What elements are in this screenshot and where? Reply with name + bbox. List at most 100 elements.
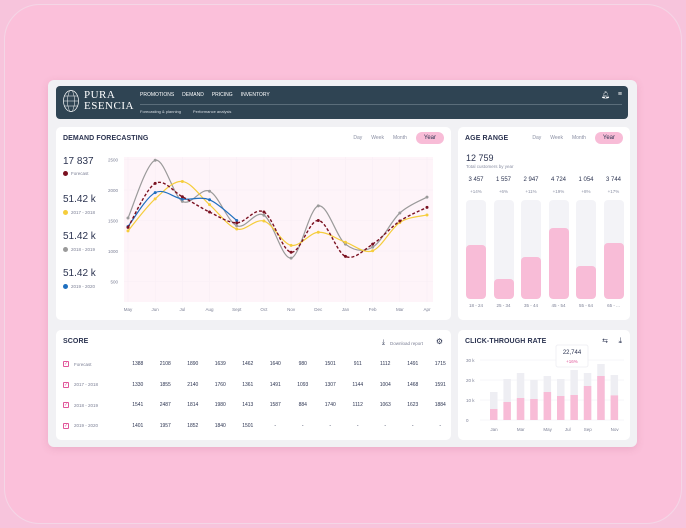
download-icon[interactable]: ⤓	[618, 336, 622, 345]
age-group-column[interactable]: 1 557 +6% 25 - 34	[493, 177, 514, 308]
legend-label: 2018 - 2019	[71, 247, 96, 252]
age-group-column[interactable]: 1 054 +8% 55 - 64	[576, 177, 596, 308]
score-cell: 2487	[159, 402, 171, 408]
age-change: +14%	[470, 189, 482, 194]
legend-2019[interactable]: 2019 - 2020	[63, 284, 95, 289]
tab-year[interactable]: Year	[594, 132, 623, 144]
x-tick-label: May	[543, 427, 552, 432]
x-tick-label: Sep	[584, 427, 593, 432]
age-change: +11%	[525, 189, 537, 194]
data-point	[262, 213, 266, 217]
age-bar-track	[603, 200, 624, 299]
score-cell: 1468	[407, 381, 419, 388]
data-point	[126, 216, 130, 220]
data-point	[180, 197, 184, 201]
data-point	[208, 189, 212, 193]
tab-week[interactable]: Week	[371, 135, 384, 141]
gear-icon[interactable]: ⚙	[435, 337, 443, 346]
panel-title: SCORE	[63, 338, 89, 345]
data-point	[208, 210, 212, 214]
download-report-button[interactable]: ⤓ Download report	[382, 339, 423, 347]
score-cell: 1587	[269, 402, 281, 408]
subnav-forecasting[interactable]: Forecasting & planning	[140, 109, 181, 114]
x-tick-label: Jan	[490, 427, 498, 432]
score-cell: 1541	[132, 402, 144, 408]
age-group-column[interactable]: 3 457 +14% 18 - 24	[466, 177, 486, 308]
data-point	[425, 195, 429, 199]
bar-value	[583, 386, 592, 420]
age-bar-fill	[521, 257, 541, 299]
sliders-icon[interactable]: ⇆	[602, 338, 608, 345]
x-tick-label: Nov	[287, 307, 296, 312]
y-tick-label: 2000	[108, 188, 119, 193]
tab-month[interactable]: Month	[392, 135, 407, 141]
nav-pricing[interactable]: PRICING	[211, 92, 233, 98]
legend-dot	[63, 210, 68, 215]
y-tick-label: 1000	[108, 249, 119, 254]
row-checkbox[interactable]: ✓	[63, 422, 69, 429]
tab-year[interactable]: Year	[415, 132, 444, 144]
row-checkbox[interactable]: ✓	[63, 381, 69, 388]
score-cell: 1413	[242, 402, 254, 408]
score-cell: 2140	[187, 381, 199, 388]
legend-2017[interactable]: 2017 - 2018	[63, 210, 95, 215]
legend-forecast[interactable]: Forecast	[63, 171, 89, 176]
score-cell: -	[274, 422, 277, 429]
y-tick-label: 2500	[108, 158, 119, 163]
tab-day[interactable]: Day	[353, 135, 363, 141]
score-cell: 1112	[380, 361, 391, 367]
score-row: ✓ 2019 - 2020 1401 1957 1852 1840 1501 - - - - - - -	[63, 422, 454, 429]
age-label: 18 - 24	[468, 303, 483, 308]
score-cell: 1855	[159, 381, 171, 388]
nav-promotions[interactable]: PROMOTIONS	[140, 92, 175, 98]
data-point	[289, 243, 293, 247]
tooltip-change: +16%	[566, 359, 578, 364]
age-change: +19%	[552, 189, 565, 194]
data-point	[153, 197, 157, 201]
age-group-column[interactable]: 2 947 +11% 35 - 44	[521, 177, 541, 308]
score-cell: 1388	[132, 361, 144, 367]
age-value: 4 724	[550, 177, 566, 183]
age-bar-track	[548, 200, 569, 299]
bar-total	[516, 373, 525, 420]
brand-line1: PURA	[84, 89, 116, 101]
score-cell: 1462	[242, 361, 254, 367]
ctr-bar-chart: 0 10 k 20 k 30 k Jan Mar May Jul Sep Nov 22,744 +16…	[466, 344, 624, 432]
score-cell: 1814	[187, 402, 199, 408]
score-cell: 884	[298, 402, 307, 408]
nav-demand[interactable]: DEMAND	[182, 92, 204, 98]
legend-dot	[63, 247, 68, 252]
data-point	[316, 230, 320, 234]
nav-inventory[interactable]: INVENTORY	[240, 92, 270, 98]
tab-month[interactable]: Month	[571, 135, 586, 141]
tab-day[interactable]: Day	[532, 135, 542, 141]
age-change: +8%	[581, 189, 591, 194]
stat-value: 17 837	[63, 156, 94, 167]
age-bar-fill	[548, 227, 569, 299]
age-bar-track	[576, 200, 596, 299]
row-label: 2017 - 2018	[74, 382, 99, 387]
bar-total	[503, 379, 511, 420]
legend-label: 2017 - 2018	[71, 210, 96, 215]
bell-icon[interactable]: 🔔︎	[601, 92, 610, 99]
score-cell: 1760	[214, 381, 226, 388]
score-cell: 1980	[214, 402, 226, 408]
tab-week[interactable]: Week	[550, 135, 563, 141]
series-line-Forecast	[127, 181, 428, 258]
age-group-column[interactable]: 3 744 +17% 65 - ...	[603, 177, 624, 308]
demand-line-chart: May Jun Jul Aug Sept Oct Nov Dec Jan Feb Mar Apr 500…	[108, 157, 433, 312]
legend-dot	[63, 171, 68, 176]
score-cell: 1884	[434, 402, 446, 408]
age-value: 1 054	[578, 177, 594, 183]
brand-logo[interactable]: PURA ESENCIA	[62, 89, 134, 113]
score-cell: 1957	[159, 422, 171, 429]
age-group-column[interactable]: 4 724 +19% 45 - 54	[548, 177, 569, 308]
subnav-performance[interactable]: Performance analysis	[192, 109, 232, 114]
row-checkbox[interactable]: ✓	[63, 361, 69, 367]
age-bar-track	[521, 200, 541, 299]
age-label: 55 - 64	[578, 303, 593, 308]
row-checkbox[interactable]: ✓	[63, 402, 69, 408]
x-tick-label: Aug	[206, 307, 215, 312]
legend-2018[interactable]: 2018 - 2019	[63, 247, 95, 252]
hamburger-icon[interactable]: ≡	[617, 91, 622, 98]
